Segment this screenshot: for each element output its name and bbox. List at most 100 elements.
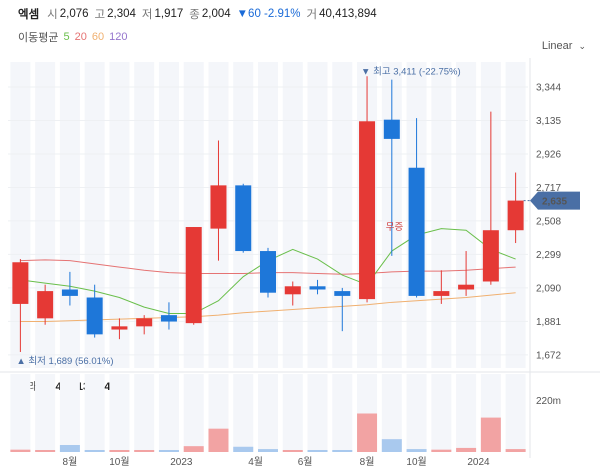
- ma60-line: [20, 292, 516, 323]
- x-tick-label: 8월: [63, 456, 78, 468]
- volume-bar: [282, 450, 303, 452]
- ma20-legend[interactable]: 20: [74, 31, 87, 43]
- volume-period-band: [59, 374, 80, 452]
- close-value: 2,004: [201, 8, 231, 20]
- candle-body: [260, 251, 276, 293]
- event-tag: 무증: [386, 222, 404, 233]
- candle: [185, 227, 202, 325]
- price-tick-label: 2,508: [536, 216, 561, 227]
- volume-label: 거: [306, 9, 318, 21]
- high-label: 고: [94, 9, 106, 21]
- volume-period-band: [282, 374, 303, 452]
- volume-bar: [134, 450, 155, 452]
- candle: [136, 315, 153, 335]
- volume-bar: [233, 446, 254, 452]
- candle-body: [383, 119, 400, 139]
- volume-bar: [456, 447, 477, 452]
- price-tick-label: 2,090: [536, 283, 561, 294]
- x-tick-label: 2024: [467, 457, 490, 468]
- candle: [383, 79, 400, 256]
- ma60-legend[interactable]: 60: [91, 31, 105, 43]
- candle-body: [111, 326, 128, 330]
- ma120-legend[interactable]: 120: [109, 31, 128, 43]
- x-tick-label: 10월: [109, 456, 129, 468]
- candle: [61, 271, 78, 306]
- candle-body: [61, 289, 78, 296]
- current-price-badge: [530, 191, 580, 210]
- candle: [235, 183, 252, 253]
- candle: [309, 279, 326, 295]
- candle-body: [235, 185, 252, 252]
- volume-period-band: [183, 374, 204, 452]
- volume-bar: [332, 450, 353, 452]
- candle-body: [12, 262, 29, 304]
- period-band: [456, 62, 477, 368]
- candle: [284, 281, 301, 306]
- price-tick-label: 2,926: [536, 149, 561, 160]
- candle: [359, 76, 376, 303]
- volume-period-band: [84, 374, 105, 452]
- volume-period-band: [431, 374, 452, 452]
- price-tick-label: 1,672: [536, 350, 561, 361]
- low-marker: ▲ 최저 1,689 (56.01%): [16, 356, 113, 367]
- volume-period-band: [456, 374, 477, 452]
- x-tick-label: 10월: [406, 456, 426, 468]
- x-tick-label: 8월: [360, 456, 375, 468]
- moving-average-legend[interactable]: 이동평균 5 20 60 120: [18, 28, 132, 46]
- close-label: 종: [189, 9, 200, 21]
- volume-bar: [59, 445, 80, 452]
- x-tick-label: 4월: [248, 456, 263, 468]
- volume-bar: [480, 417, 501, 452]
- candle-body: [433, 291, 450, 296]
- chevron-down-icon: ⌄: [578, 40, 586, 51]
- period-band: [258, 62, 278, 368]
- ma-legend-label: 이동평균: [18, 32, 59, 44]
- candle-body: [86, 297, 103, 335]
- low-label: 저: [141, 9, 153, 21]
- period-band: [84, 62, 105, 368]
- x-tick-label: 2023: [170, 457, 193, 468]
- volume-bar: [208, 428, 229, 452]
- high-marker: ▼ 최고 3,411 (-22.75%): [361, 66, 461, 77]
- scale-selector[interactable]: Linear ⌄: [542, 40, 586, 52]
- volume-period-band: [233, 374, 254, 452]
- candle-body: [185, 227, 202, 324]
- candle: [334, 287, 351, 332]
- volume-bar: [505, 449, 526, 452]
- candle-body: [284, 286, 301, 295]
- price-tick-label: 3,135: [536, 116, 561, 127]
- volume-period-band: [35, 374, 56, 452]
- candle-body: [359, 121, 376, 300]
- candle-body: [458, 284, 475, 290]
- candle: [86, 284, 103, 338]
- volume-bar: [158, 450, 179, 452]
- candle-body: [136, 318, 153, 327]
- volume-period-band: [406, 374, 427, 452]
- stock-name: 엑셈: [18, 9, 40, 21]
- candle: [260, 247, 276, 298]
- ma5-legend[interactable]: 5: [63, 31, 70, 43]
- candle: [210, 140, 227, 261]
- price-tick-label: 3,344: [536, 82, 561, 93]
- volume-bar: [109, 450, 130, 452]
- volume-bar: [10, 449, 31, 452]
- open-label: 시: [47, 9, 58, 21]
- candle: [482, 111, 499, 285]
- open-value: 2,076: [59, 8, 89, 20]
- candle: [433, 270, 450, 304]
- volume-bar: [35, 450, 56, 452]
- volume-period-band: [307, 374, 328, 452]
- period-band: [307, 62, 328, 368]
- volume-period-band: [505, 374, 526, 452]
- price-tick-label: 2,717: [536, 183, 561, 194]
- period-band: [109, 62, 130, 368]
- candle-body: [482, 230, 499, 282]
- quote-header: 엑셈 시 2,076 고 2,304 저 1,917 종 2,004 ▼60 -…: [18, 4, 383, 24]
- period-band: [134, 62, 155, 368]
- candle-body: [37, 291, 54, 319]
- volume-scale-label: 220m: [536, 396, 561, 407]
- volume-bar: [183, 446, 204, 452]
- high-value: 2,304: [107, 8, 136, 20]
- candle: [111, 318, 128, 340]
